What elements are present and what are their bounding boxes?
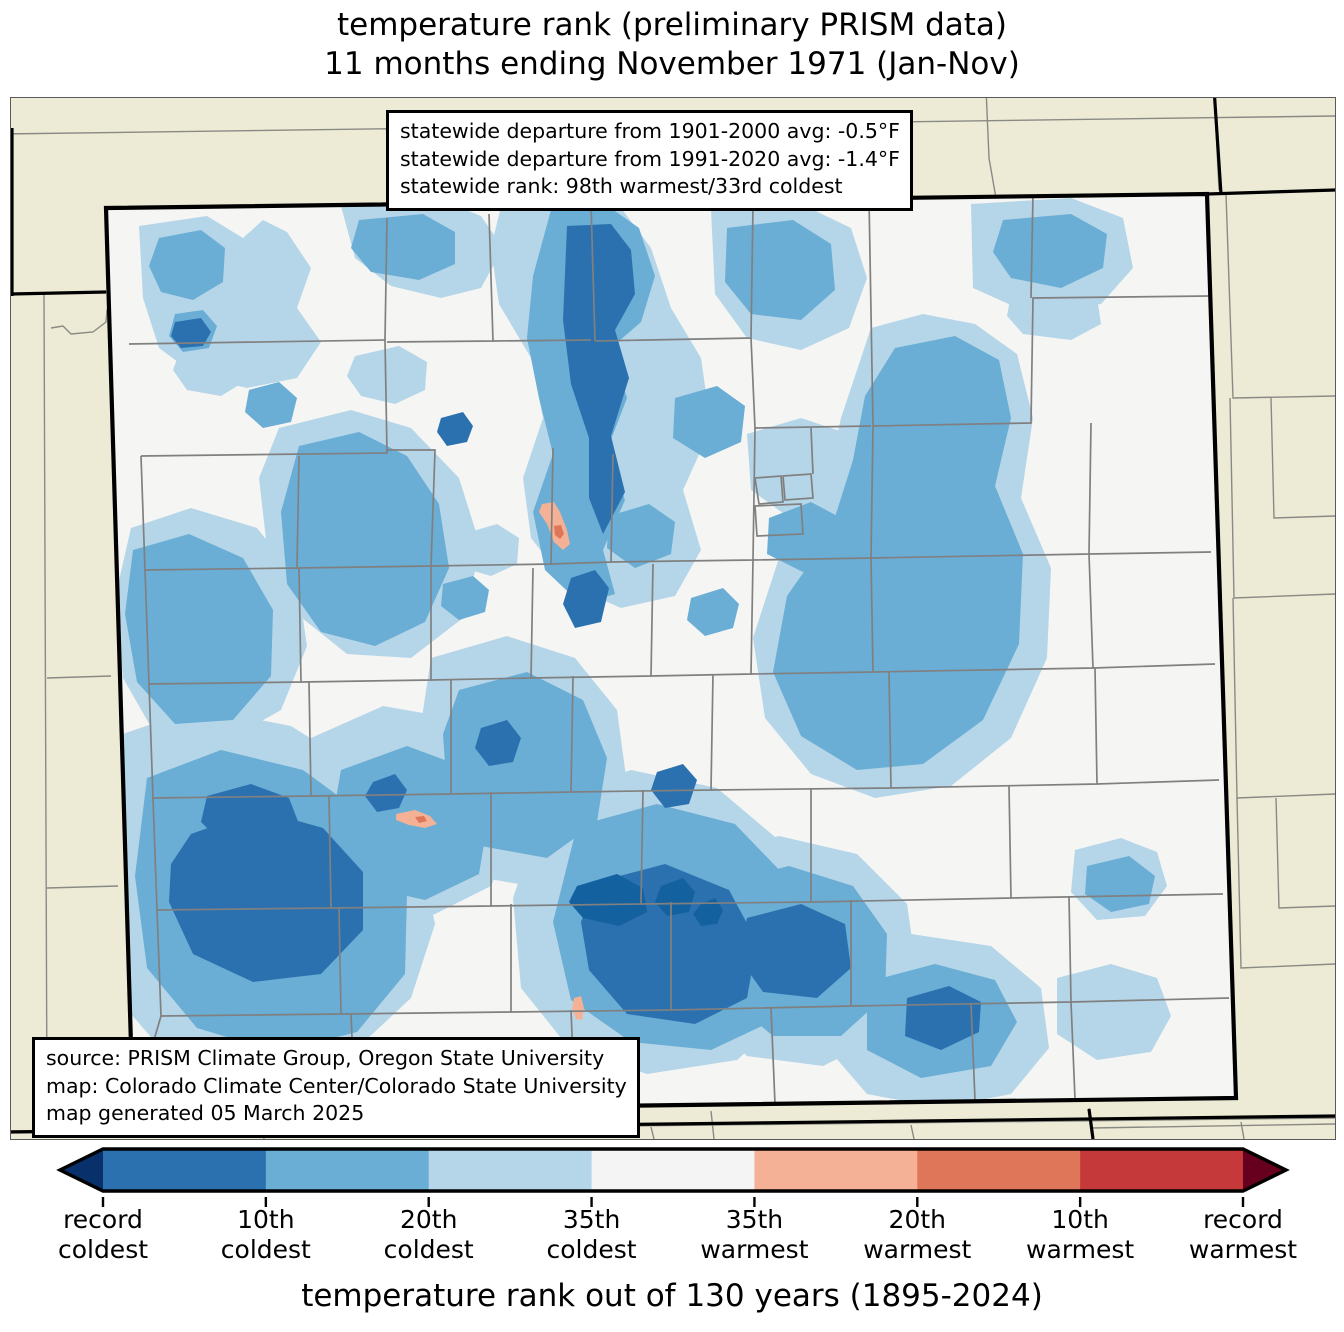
colorbar-label-top-6: 10th bbox=[1051, 1205, 1109, 1234]
colorbar-label-bottom-7: warmest bbox=[1188, 1235, 1298, 1264]
colorbar-ticks bbox=[101, 1197, 1245, 1207]
colorbar-label-bottom-2: coldest bbox=[383, 1235, 474, 1264]
colorbar-outline bbox=[56, 1147, 1290, 1193]
colorbar-label-top-1: 10th bbox=[237, 1205, 295, 1234]
colorbar-label-top-0: record bbox=[63, 1205, 143, 1234]
colorbar-label-bottom-4: warmest bbox=[700, 1235, 809, 1264]
colorbar-label-top-4: 35th bbox=[725, 1205, 784, 1234]
colorbar-label-5: 20th warmest bbox=[827, 1205, 1007, 1265]
colorbar-label-bottom-0: coldest bbox=[57, 1235, 149, 1264]
colorbar-label-3: 35th coldest bbox=[502, 1205, 682, 1265]
page-title: temperature rank (preliminary PRISM data… bbox=[0, 6, 1344, 84]
colorbar-band-record-coldest bbox=[60, 1149, 103, 1191]
colorbar-label-7: record warmest bbox=[1153, 1205, 1333, 1265]
statewide-stats-box: statewide departure from 1901-2000 avg: … bbox=[386, 110, 913, 211]
colorbar-label-top-3: 35th bbox=[562, 1205, 621, 1234]
colorado-temperature-rank-map bbox=[11, 98, 1335, 1139]
colorbar-tick-labels: record coldest 10th coldest 20th coldest 35th c… bbox=[0, 1205, 1344, 1271]
colorbar-svg bbox=[56, 1147, 1290, 1207]
colorbar-label-0: record coldest bbox=[13, 1205, 193, 1265]
map-generated-line: map generated 05 March 2025 bbox=[46, 1101, 365, 1125]
colorbar-label-bottom-1: coldest bbox=[220, 1235, 311, 1264]
colorbar-label-1: 10th coldest bbox=[176, 1205, 356, 1265]
rank-band-20th-warmest bbox=[415, 525, 564, 823]
stats-departure-1991-2020: statewide departure from 1991-2020 avg: … bbox=[400, 146, 900, 171]
title-line-2: 11 months ending November 1971 (Jan-Nov) bbox=[324, 46, 1020, 82]
colorbar-label-top-5: 20th bbox=[888, 1205, 947, 1234]
source-credits-box: source: PRISM Climate Group, Oregon Stat… bbox=[32, 1037, 640, 1138]
colorbar-label-top-7: record bbox=[1203, 1205, 1283, 1234]
colorbar-label-4: 35th warmest bbox=[664, 1205, 844, 1265]
rank-band-record-coldest bbox=[569, 874, 723, 926]
map-canvas bbox=[10, 97, 1336, 1140]
stats-departure-1901-2000: statewide departure from 1901-2000 avg: … bbox=[400, 119, 900, 143]
colorbar-band-3 bbox=[591, 1149, 756, 1191]
colorbar bbox=[0, 1145, 1344, 1207]
colorbar-label-2: 20th coldest bbox=[339, 1205, 519, 1265]
colorbar-band-0 bbox=[103, 1149, 267, 1191]
colorbar-label-top-2: 20th bbox=[399, 1205, 458, 1234]
colorbar-band-4 bbox=[754, 1149, 918, 1191]
colorbar-border bbox=[56, 1147, 1290, 1193]
title-line-1: temperature rank (preliminary PRISM data… bbox=[336, 7, 1007, 43]
colorbar-bands bbox=[60, 1149, 1286, 1191]
colorbar-label-bottom-6: warmest bbox=[1026, 1235, 1135, 1264]
stats-statewide-rank: statewide rank: 98th warmest/33rd coldes… bbox=[400, 174, 843, 198]
source-line: source: PRISM Climate Group, Oregon Stat… bbox=[46, 1046, 605, 1070]
colorbar-band-1 bbox=[265, 1149, 430, 1191]
colorbar-label-6: 10th warmest bbox=[990, 1205, 1170, 1265]
colorbar-band-2 bbox=[428, 1149, 593, 1191]
colorbar-band-6 bbox=[1080, 1149, 1244, 1191]
colorbar-band-5 bbox=[917, 1149, 1081, 1191]
colorado-interior bbox=[106, 194, 1236, 1112]
colorbar-band-record-warmest bbox=[1243, 1149, 1286, 1191]
colorbar-label-bottom-5: warmest bbox=[863, 1235, 972, 1264]
map-credit-line: map: Colorado Climate Center/Colorado St… bbox=[46, 1073, 627, 1098]
colorbar-label-bottom-3: coldest bbox=[546, 1235, 637, 1264]
colorbar-caption: temperature rank out of 130 years (1895-… bbox=[301, 1278, 1043, 1314]
